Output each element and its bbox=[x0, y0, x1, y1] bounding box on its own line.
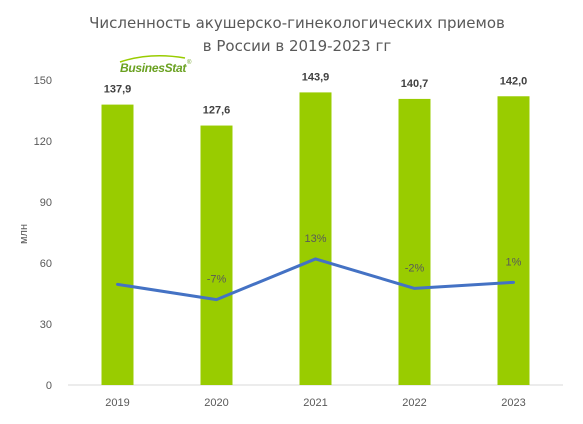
y-tick-label-4: 120 bbox=[34, 136, 52, 148]
growth-label-2021: 13% bbox=[304, 233, 326, 245]
y-axis-label: млн bbox=[18, 224, 30, 244]
chart-title-line1: Численность акушерско-гинекологических п… bbox=[89, 14, 505, 32]
growth-label-2023: 1% bbox=[506, 256, 522, 268]
growth-line bbox=[116, 257, 515, 302]
bar-value-label-2019: 137,9 bbox=[104, 84, 132, 96]
x-axis-ticks: 2019 2020 2021 2022 2023 bbox=[105, 397, 525, 409]
bar-2022 bbox=[398, 98, 431, 385]
logo-swoosh-icon bbox=[119, 55, 186, 63]
chart-title-line2: в России в 2019-2023 гг bbox=[203, 37, 392, 55]
y-tick-label-0: 0 bbox=[46, 380, 52, 392]
growth-label-2022: -2% bbox=[405, 262, 425, 274]
growth-line-group: -7% 13% -2% 1% bbox=[116, 233, 522, 302]
bar-value-label-2021: 143,9 bbox=[302, 71, 330, 83]
y-tick-label-2: 60 bbox=[40, 258, 52, 270]
x-tick-label-2022: 2022 bbox=[402, 397, 426, 409]
x-tick-label-2021: 2021 bbox=[303, 397, 327, 409]
growth-label-2020: -7% bbox=[207, 274, 227, 286]
x-tick-label-2019: 2019 bbox=[105, 397, 129, 409]
logo-registered-mark: ® bbox=[187, 59, 192, 66]
bar-value-label-2023: 142,0 bbox=[500, 75, 528, 87]
x-tick-label-2020: 2020 bbox=[204, 397, 228, 409]
bar-2020 bbox=[200, 125, 233, 386]
bar-2021 bbox=[299, 92, 332, 386]
y-tick-label-5: 150 bbox=[34, 75, 52, 87]
bar-value-label-2022: 140,7 bbox=[401, 78, 429, 90]
y-tick-label-3: 90 bbox=[40, 197, 52, 209]
bar-value-labels: 137,9 127,6 143,9 140,7 142,0 bbox=[104, 71, 528, 116]
y-axis-ticks: 0 30 60 90 120 150 bbox=[34, 75, 52, 392]
bar-2019 bbox=[101, 104, 134, 385]
y-tick-label-1: 30 bbox=[40, 319, 52, 331]
bar-value-label-2020: 127,6 bbox=[203, 105, 231, 117]
logo-text: BusinesStat bbox=[120, 61, 187, 75]
bars bbox=[101, 92, 530, 386]
x-tick-label-2023: 2023 bbox=[501, 397, 525, 409]
businesstat-logo: BusinesStat ® bbox=[119, 55, 192, 75]
bar-2023 bbox=[497, 96, 530, 386]
